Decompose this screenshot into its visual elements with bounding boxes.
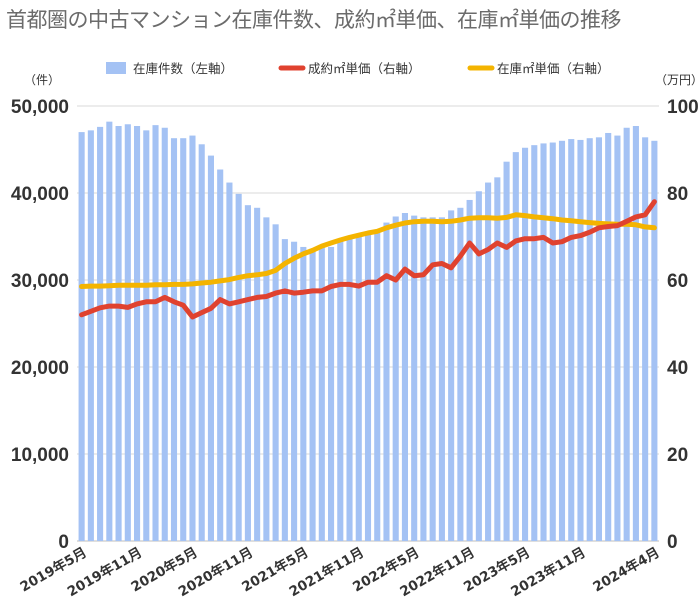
- bar: [401, 213, 409, 541]
- bar: [568, 139, 575, 541]
- bar: [503, 161, 510, 541]
- legend-swatch: [106, 62, 126, 74]
- bar: [420, 217, 427, 542]
- x-tick-label: 2024年4月: [590, 544, 663, 596]
- right-tick-label: 60: [667, 271, 688, 292]
- bar: [152, 125, 159, 541]
- bar: [143, 130, 150, 542]
- bar: [207, 155, 215, 541]
- bar: [494, 177, 501, 541]
- legend-label: 在庫㎡単価（右軸）: [497, 61, 610, 76]
- bar: [281, 239, 288, 542]
- left-tick-label: 30,000: [11, 271, 69, 292]
- left-tick-label: 10,000: [11, 445, 69, 466]
- bar: [226, 182, 233, 541]
- bar: [595, 137, 603, 541]
- bar: [475, 191, 482, 541]
- bar: [300, 246, 307, 541]
- bar: [411, 215, 418, 541]
- chart-title: 首都圏の中古マンション在庫件数、成約㎡単価、在庫㎡単価の推移: [6, 8, 622, 32]
- bar: [549, 142, 556, 542]
- bar: [180, 138, 187, 541]
- bar: [189, 135, 196, 541]
- bar: [614, 135, 621, 541]
- right-tick-label: 40: [667, 358, 688, 379]
- bar: [272, 224, 279, 541]
- bar: [161, 127, 168, 541]
- price-lines: [79, 199, 657, 320]
- right-axis-unit: （万円）: [655, 73, 700, 87]
- bar: [309, 248, 316, 541]
- bar: [337, 240, 344, 541]
- bar: [512, 152, 519, 542]
- bar: [198, 144, 205, 541]
- bar: [558, 140, 566, 542]
- left-axis-unit: （件）: [24, 73, 60, 87]
- bar: [170, 138, 178, 541]
- inventory-bars: [78, 121, 658, 542]
- bar: [318, 246, 325, 541]
- bar: [374, 230, 381, 541]
- bar: [106, 121, 113, 541]
- bar: [632, 126, 639, 541]
- bar: [586, 138, 593, 541]
- bar: [540, 143, 547, 541]
- bar: [327, 246, 335, 541]
- bar: [605, 132, 612, 541]
- bar: [346, 238, 353, 542]
- left-tick-label: 50,000: [11, 97, 69, 118]
- bar: [383, 222, 390, 541]
- legend-label: 在庫件数（左軸）: [133, 61, 233, 76]
- bar: [623, 127, 630, 541]
- left-tick-label: 20,000: [11, 358, 69, 379]
- legend: 在庫件数（左軸） 成約㎡単価（右軸） 在庫㎡単価（右軸）: [106, 61, 610, 76]
- bar: [577, 139, 584, 541]
- left-tick-label: 0: [58, 532, 69, 553]
- bar: [78, 132, 85, 541]
- bar: [392, 216, 399, 542]
- bar: [124, 124, 131, 542]
- bar: [651, 140, 658, 542]
- bar: [97, 126, 104, 541]
- bar: [87, 130, 94, 542]
- right-tick-label: 80: [667, 184, 688, 205]
- right-tick-label: 0: [667, 532, 678, 553]
- series-line: [79, 212, 657, 289]
- left-tick-label: 40,000: [11, 184, 69, 205]
- bar: [457, 207, 464, 542]
- bar: [263, 217, 270, 542]
- bar: [642, 137, 649, 541]
- bar: [429, 217, 436, 542]
- bar: [133, 126, 141, 541]
- bar: [244, 205, 251, 541]
- bar: [254, 207, 261, 542]
- right-tick-label: 100: [667, 97, 699, 118]
- bar: [291, 241, 298, 541]
- bar: [438, 217, 445, 542]
- bar: [466, 199, 473, 541]
- bar: [485, 182, 492, 541]
- bar: [217, 169, 224, 541]
- bar: [355, 234, 362, 541]
- bar: [115, 126, 122, 541]
- series-line: [79, 199, 657, 320]
- bar: [235, 193, 242, 541]
- bar: [531, 145, 538, 541]
- legend-label: 成約㎡単価（右軸）: [308, 61, 421, 76]
- right-tick-label: 20: [667, 445, 688, 466]
- bar: [521, 147, 529, 541]
- bar: [364, 233, 372, 541]
- bar: [448, 210, 455, 541]
